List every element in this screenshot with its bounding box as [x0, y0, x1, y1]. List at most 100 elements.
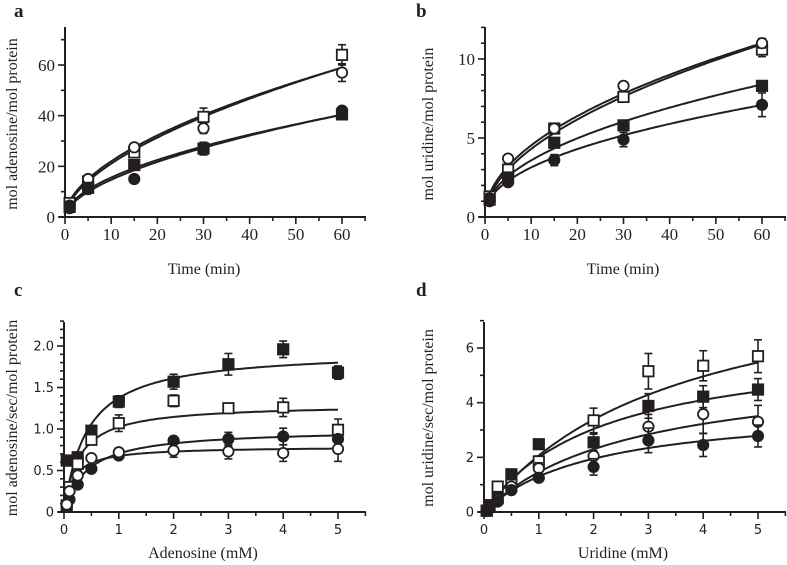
fit-curve-open-circle: [66, 66, 343, 206]
data-point-filled-square: [751, 383, 765, 396]
data-point-open-square: [71, 457, 84, 470]
y-tick-label: 6: [466, 342, 474, 357]
x-tick-label: 10: [103, 225, 120, 244]
data-point-filled-circle: [532, 471, 545, 484]
x-tick-label: 1: [115, 523, 123, 538]
data-point-open-square: [617, 90, 630, 104]
data-point-open-circle: [167, 444, 180, 457]
x-tick-label: 40: [661, 225, 678, 244]
x-tick-label: 4: [699, 523, 707, 538]
y-tick-label: 1.5: [33, 381, 54, 396]
x-tick-label: 60: [754, 225, 771, 244]
x-axis-label-a: Time (min): [168, 261, 241, 278]
fit-curve-filled-square: [63, 361, 339, 513]
data-point-open-square: [167, 394, 180, 407]
data-point-filled-circle: [197, 142, 210, 155]
data-point-open-circle: [755, 37, 769, 50]
x-tick-label: 20: [149, 225, 166, 244]
x-axis-label-c: Adenosine (mM): [148, 545, 258, 562]
y-tick-label: 1.0: [33, 423, 54, 438]
data-point-open-square: [85, 433, 98, 446]
data-point-open-circle: [112, 446, 125, 459]
axes-b: 0 10 20 30 40 50 60 0 5 10: [458, 26, 786, 244]
marks-a: [63, 43, 349, 215]
y-tick-label: 4: [466, 396, 474, 411]
panel-d: d Uridine (mM) mol uridine/sec/mol prote…: [416, 280, 787, 562]
data-point-open-square: [491, 480, 504, 493]
data-point-open-circle: [197, 122, 210, 135]
x-tick-label: 50: [707, 225, 724, 244]
y-tick-label: 0: [47, 208, 56, 227]
y-axis-label-b: mol uridine/mol protein: [420, 48, 437, 201]
data-point-open-circle: [335, 66, 349, 79]
data-point-filled-circle: [501, 176, 515, 189]
data-point-open-square: [112, 417, 125, 430]
data-point-open-circle: [60, 498, 73, 511]
y-tick-label: 60: [38, 56, 55, 75]
axes-d: 0 1 2 3 4 5 0 2 4 6: [466, 319, 787, 538]
data-point-filled-square: [532, 438, 545, 451]
data-point-open-square: [277, 401, 290, 414]
data-point-open-square: [751, 350, 765, 363]
y-tick-label: 40: [38, 107, 55, 126]
fit-curve-open-circle: [483, 415, 759, 513]
data-point-filled-square: [277, 343, 290, 356]
fit-curve-open-square: [63, 408, 339, 513]
data-point-open-square: [587, 414, 600, 427]
data-point-open-circle: [85, 451, 98, 465]
data-point-filled-circle: [63, 202, 76, 215]
fit-curve-filled-circle: [63, 434, 339, 513]
data-point-open-square: [222, 402, 235, 415]
data-point-open-circle: [697, 408, 710, 421]
marks-c: [60, 340, 345, 514]
fit-curve-open-square: [483, 361, 759, 513]
x-axis-label-b: Time (min): [587, 261, 660, 278]
marks-b: [483, 37, 769, 208]
data-point-filled-square: [548, 136, 561, 149]
panel-label-b: b: [416, 1, 427, 22]
data-point-filled-circle: [505, 484, 518, 497]
data-point-open-circle: [222, 445, 235, 458]
data-point-filled-circle: [128, 172, 141, 186]
y-tick-label: 2: [466, 451, 474, 466]
fit-curve-filled-circle: [483, 434, 759, 513]
y-tick-label: 0: [467, 208, 476, 227]
y-tick-label: 2.0: [33, 340, 54, 355]
x-axis-label-d: Uridine (mM): [578, 545, 668, 562]
panel-a: a Time (min) mol adenosine/mol protein 0…: [4, 1, 366, 278]
y-tick-label: 0: [466, 506, 474, 521]
data-point-filled-circle: [81, 183, 95, 196]
data-point-open-circle: [128, 141, 141, 154]
y-axis-label-c: mol adenosine/sec/mol protein: [4, 320, 21, 516]
data-point-filled-circle: [751, 429, 765, 443]
data-point-open-circle: [548, 122, 561, 135]
data-point-open-square: [642, 365, 655, 378]
data-point-filled-circle: [642, 434, 655, 447]
x-tick-label: 30: [615, 225, 632, 244]
panel-label-c: c: [14, 280, 22, 301]
marks-d: [480, 338, 765, 518]
panel-b: b Time (min) mol uridine/mol protein 0 10…: [416, 1, 786, 278]
panel-label-a: a: [14, 1, 24, 22]
x-tick-label: 10: [523, 225, 540, 244]
data-point-filled-square: [755, 79, 769, 92]
data-point-filled-square: [617, 119, 630, 132]
fit-curve-open-square: [66, 66, 343, 207]
data-point-open-square: [335, 48, 349, 61]
fit-curve-filled-square: [483, 390, 759, 513]
x-tick-label: 5: [754, 523, 762, 538]
data-point-filled-circle: [548, 154, 561, 167]
x-tick-label: 60: [334, 225, 351, 244]
x-tick-label: 0: [60, 523, 68, 538]
data-point-filled-circle: [697, 438, 710, 452]
data-point-filled-circle: [483, 195, 496, 208]
x-tick-label: 0: [480, 523, 488, 538]
data-point-filled-circle: [335, 104, 349, 117]
fit-curve-open-circle: [63, 447, 338, 513]
data-point-filled-square: [222, 358, 235, 371]
data-point-filled-square: [331, 366, 345, 379]
y-tick-label: 20: [38, 157, 55, 176]
data-point-filled-circle: [491, 495, 504, 508]
data-point-open-square: [197, 110, 210, 124]
